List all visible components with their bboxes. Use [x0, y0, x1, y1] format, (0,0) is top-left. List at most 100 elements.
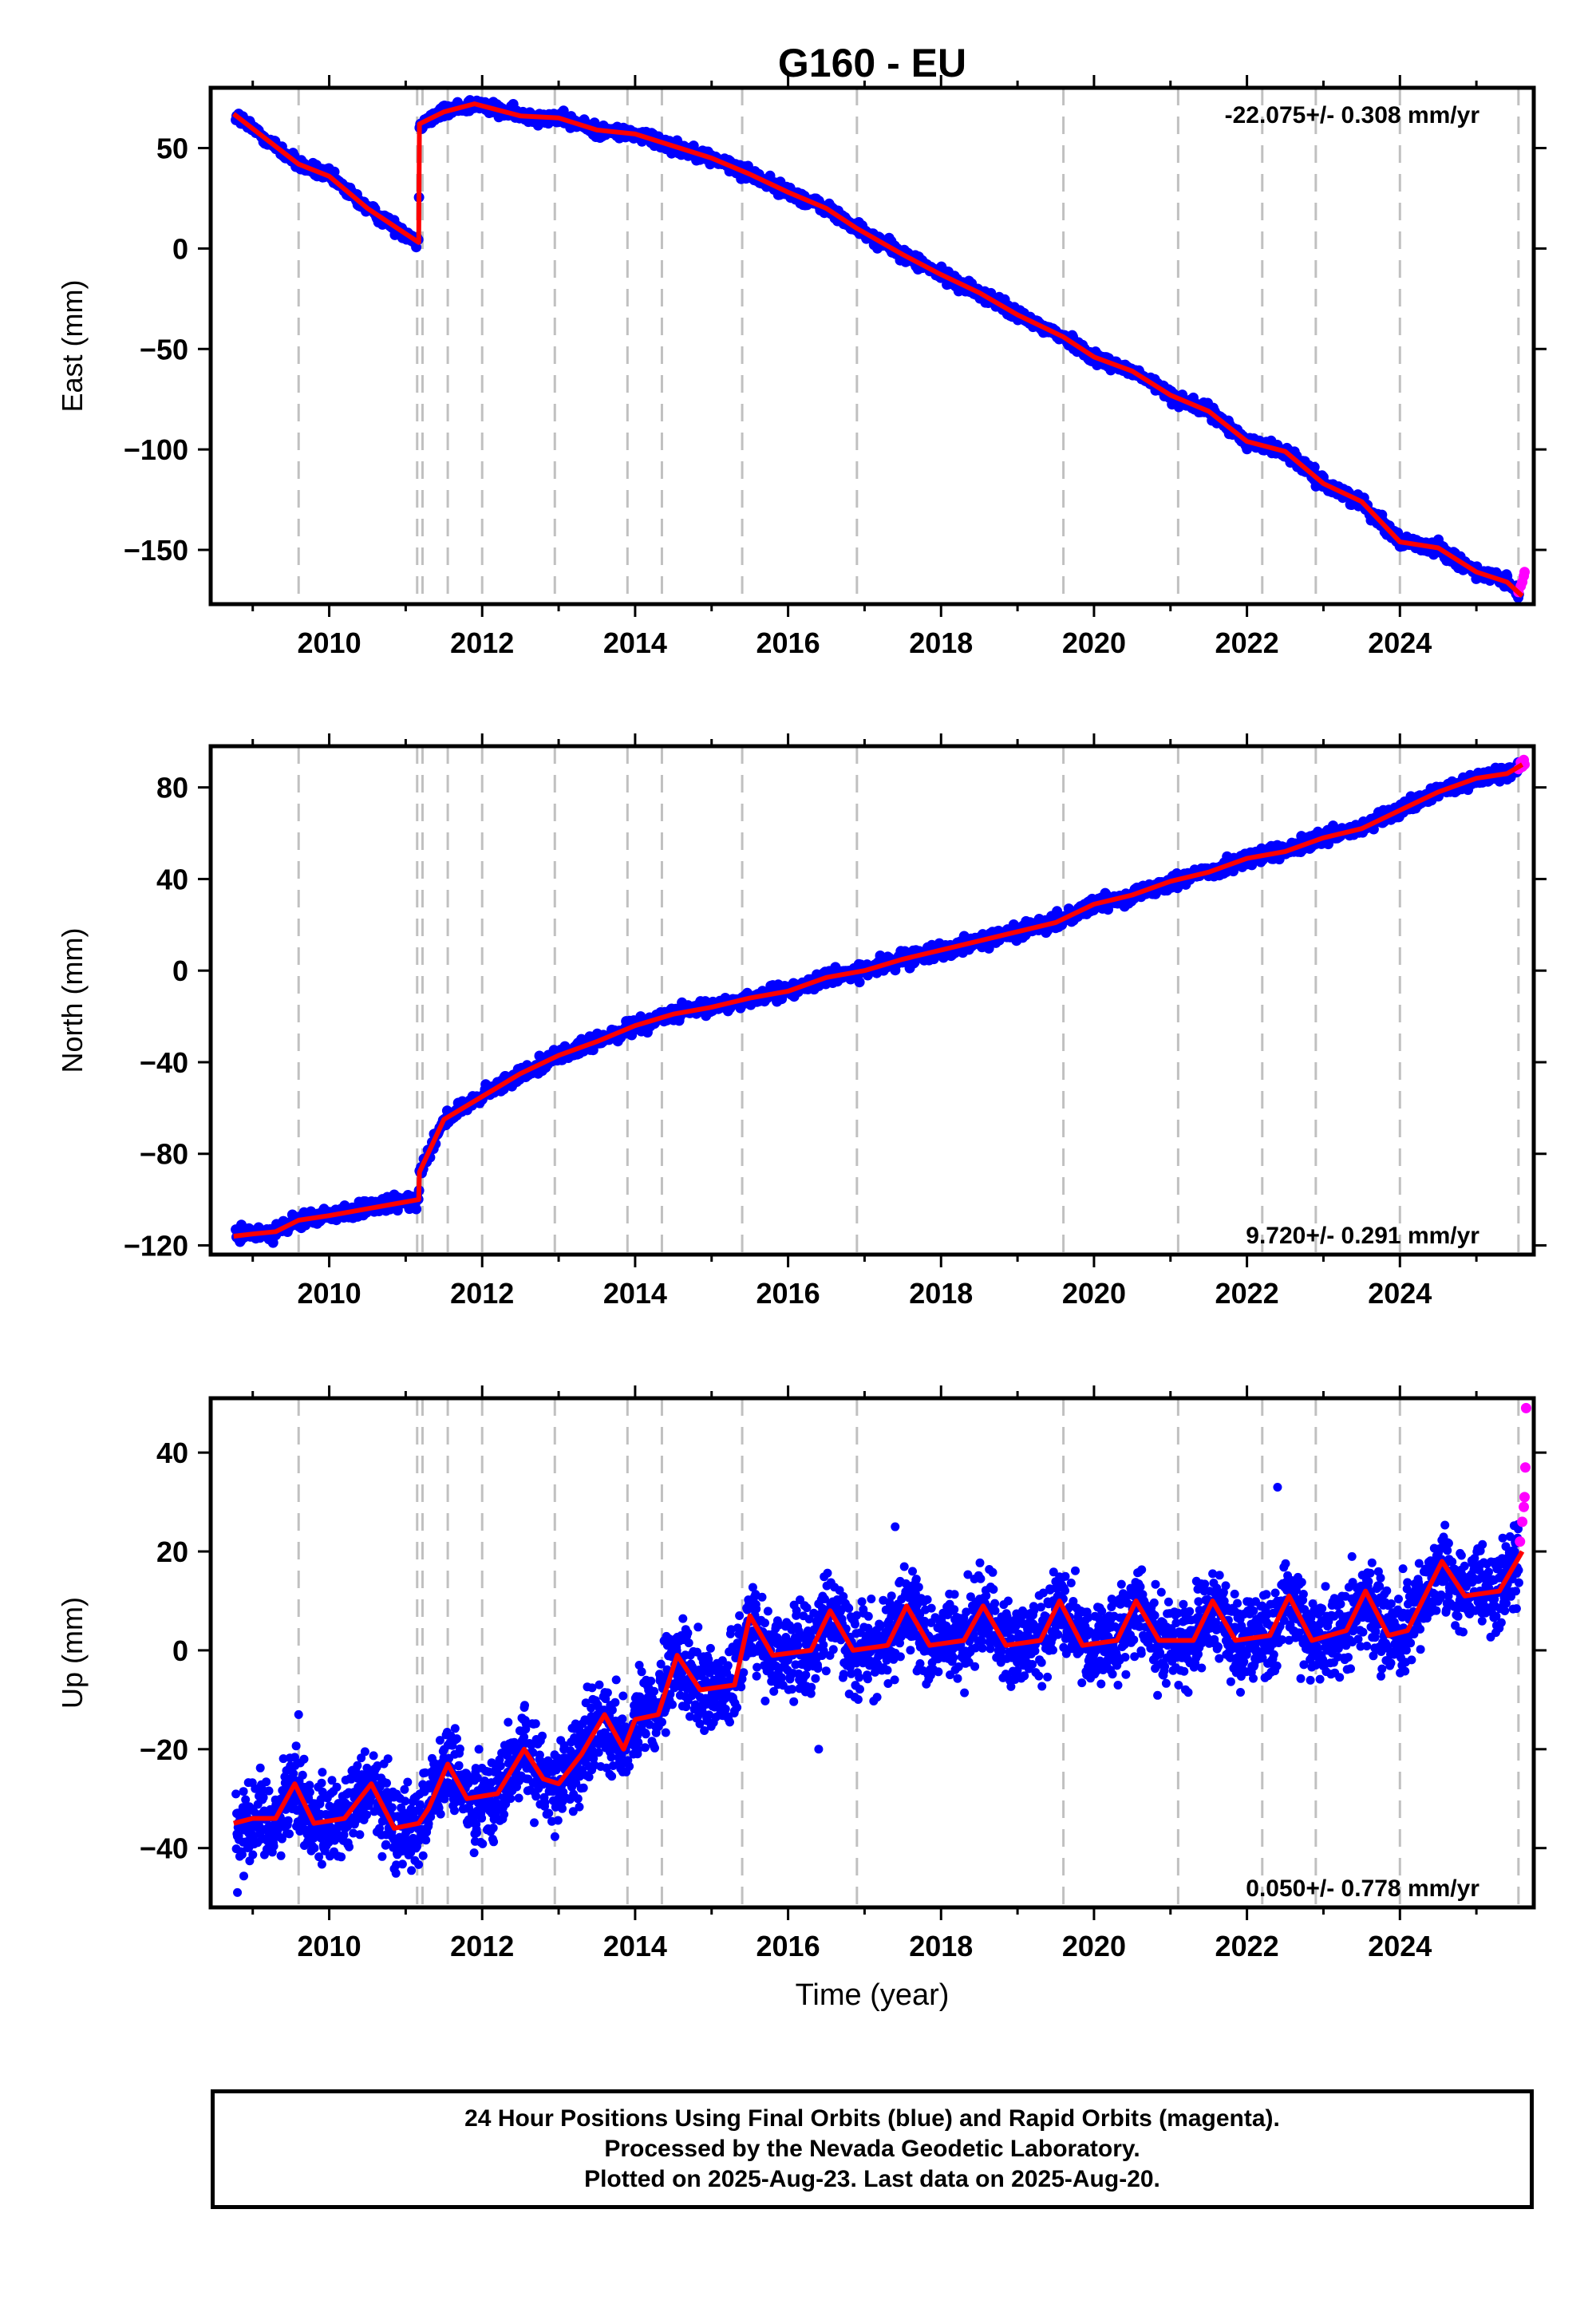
data-point: [506, 1794, 516, 1804]
data-point: [418, 1851, 428, 1860]
data-point: [362, 1810, 371, 1820]
data-point: [477, 1813, 487, 1823]
x-tick-label: 2012: [450, 1277, 514, 1310]
data-point: [544, 1808, 554, 1818]
data-point: [530, 1818, 539, 1828]
y-axis-label: North (mm): [56, 928, 89, 1073]
x-tick-label: 2018: [909, 1277, 973, 1310]
data-point: [269, 1841, 279, 1851]
data-point: [575, 1802, 584, 1812]
y-tick-label: 80: [156, 772, 188, 804]
data-point: [595, 1680, 604, 1690]
data-point: [318, 1768, 327, 1777]
x-tick-label: 2014: [603, 1277, 667, 1310]
data-point: [283, 1816, 293, 1825]
data-point: [264, 1786, 274, 1796]
data-point: [262, 1777, 271, 1787]
y-tick-label: −150: [124, 534, 188, 567]
y-axis-label: East (mm): [56, 280, 89, 413]
data-point: [231, 1789, 241, 1799]
data-point: [291, 1741, 301, 1751]
data-point: [579, 1783, 588, 1792]
data-point: [305, 1788, 314, 1797]
data-point: [407, 1866, 417, 1875]
data-point: [289, 1769, 298, 1778]
panel-east: 2010 2012 2014 2016 2018 2020 2022 2024−150−100…: [56, 75, 1547, 659]
data-point: [594, 1748, 603, 1757]
data-point: [478, 1839, 488, 1848]
y-tick-label: −120: [124, 1230, 188, 1263]
data-point: [472, 1828, 481, 1837]
data-point: [360, 1747, 369, 1757]
data-point: [550, 1832, 559, 1841]
y-tick-label: −50: [140, 333, 188, 366]
final-orbit-points: [231, 1482, 1523, 1897]
data-point: [500, 1810, 509, 1819]
data-point: [383, 1754, 393, 1764]
panel-up: 2010 2012 2014 2016 2018 2020 2022 2024−40−2002…: [56, 1385, 1547, 1962]
data-point: [535, 1750, 544, 1760]
plot-frame: [208, 85, 1536, 607]
final-orbit-points: [231, 95, 1524, 603]
data-point: [504, 1717, 513, 1727]
data-point: [474, 1745, 484, 1754]
data-point: [573, 1794, 583, 1804]
data-point: [854, 977, 865, 988]
data-point: [416, 1800, 425, 1810]
data-point: [531, 1719, 540, 1729]
x-tick-label: 2010: [298, 626, 361, 659]
model-fit-line: [231, 101, 1524, 599]
data-point: [345, 1842, 354, 1852]
x-tick-label: 2020: [1062, 1277, 1126, 1310]
x-tick-label: 2022: [1215, 626, 1279, 659]
data-point: [538, 1731, 547, 1741]
data-point: [310, 1844, 319, 1853]
data-point: [553, 1816, 563, 1825]
data-point: [520, 1701, 529, 1710]
data-point: [276, 1851, 286, 1860]
rate-label: 9.720+/- 0.291 mm/yr: [1246, 1223, 1479, 1249]
x-tick-label: 2018: [909, 626, 973, 659]
data-point: [377, 1852, 387, 1861]
data-point: [355, 1830, 365, 1840]
data-point: [299, 1754, 309, 1764]
data-point: [414, 1860, 424, 1869]
data-point: [496, 1761, 505, 1771]
x-tick-label: 2016: [757, 626, 820, 659]
x-tick-label: 2016: [757, 1277, 820, 1310]
x-tick-label: 2012: [450, 626, 514, 659]
data-point: [454, 1761, 464, 1770]
y-tick-label: 40: [156, 863, 188, 895]
data-point: [382, 1778, 391, 1788]
data-point: [489, 1837, 499, 1847]
rate-label: -22.075+/- 0.308 mm/yr: [1225, 102, 1480, 128]
panels: 2010 2012 2014 2016 2018 2020 2022 2024−150−100…: [56, 75, 1547, 1962]
data-point: [353, 1761, 362, 1770]
data-point: [514, 1793, 523, 1803]
data-point: [317, 1778, 326, 1788]
x-tick-label: 2020: [1062, 626, 1126, 659]
x-tick-label: 2014: [603, 626, 667, 659]
data-point: [369, 1751, 378, 1761]
data-point: [255, 1763, 265, 1773]
data-point: [436, 1809, 445, 1819]
data-point: [239, 1871, 248, 1881]
data-point: [531, 1792, 541, 1801]
y-tick-label: 0: [172, 954, 188, 987]
data-point: [421, 1836, 431, 1845]
x-tick-label: 2024: [1368, 626, 1432, 659]
x-tick-label: 2024: [1368, 1277, 1432, 1310]
chart-title: G160 - EU: [778, 41, 966, 85]
y-tick-label: 0: [172, 232, 188, 265]
x-tick-label: 2010: [298, 1277, 361, 1310]
data-point: [403, 1777, 413, 1787]
data-point: [452, 1734, 461, 1744]
data-point: [401, 1796, 410, 1806]
data-point: [488, 1824, 498, 1832]
y-tick-label: 50: [156, 132, 188, 165]
data-point: [540, 1798, 550, 1808]
data-point: [285, 1829, 294, 1839]
data-point: [337, 1852, 346, 1862]
data-point: [455, 1744, 464, 1753]
data-point: [391, 1868, 401, 1878]
